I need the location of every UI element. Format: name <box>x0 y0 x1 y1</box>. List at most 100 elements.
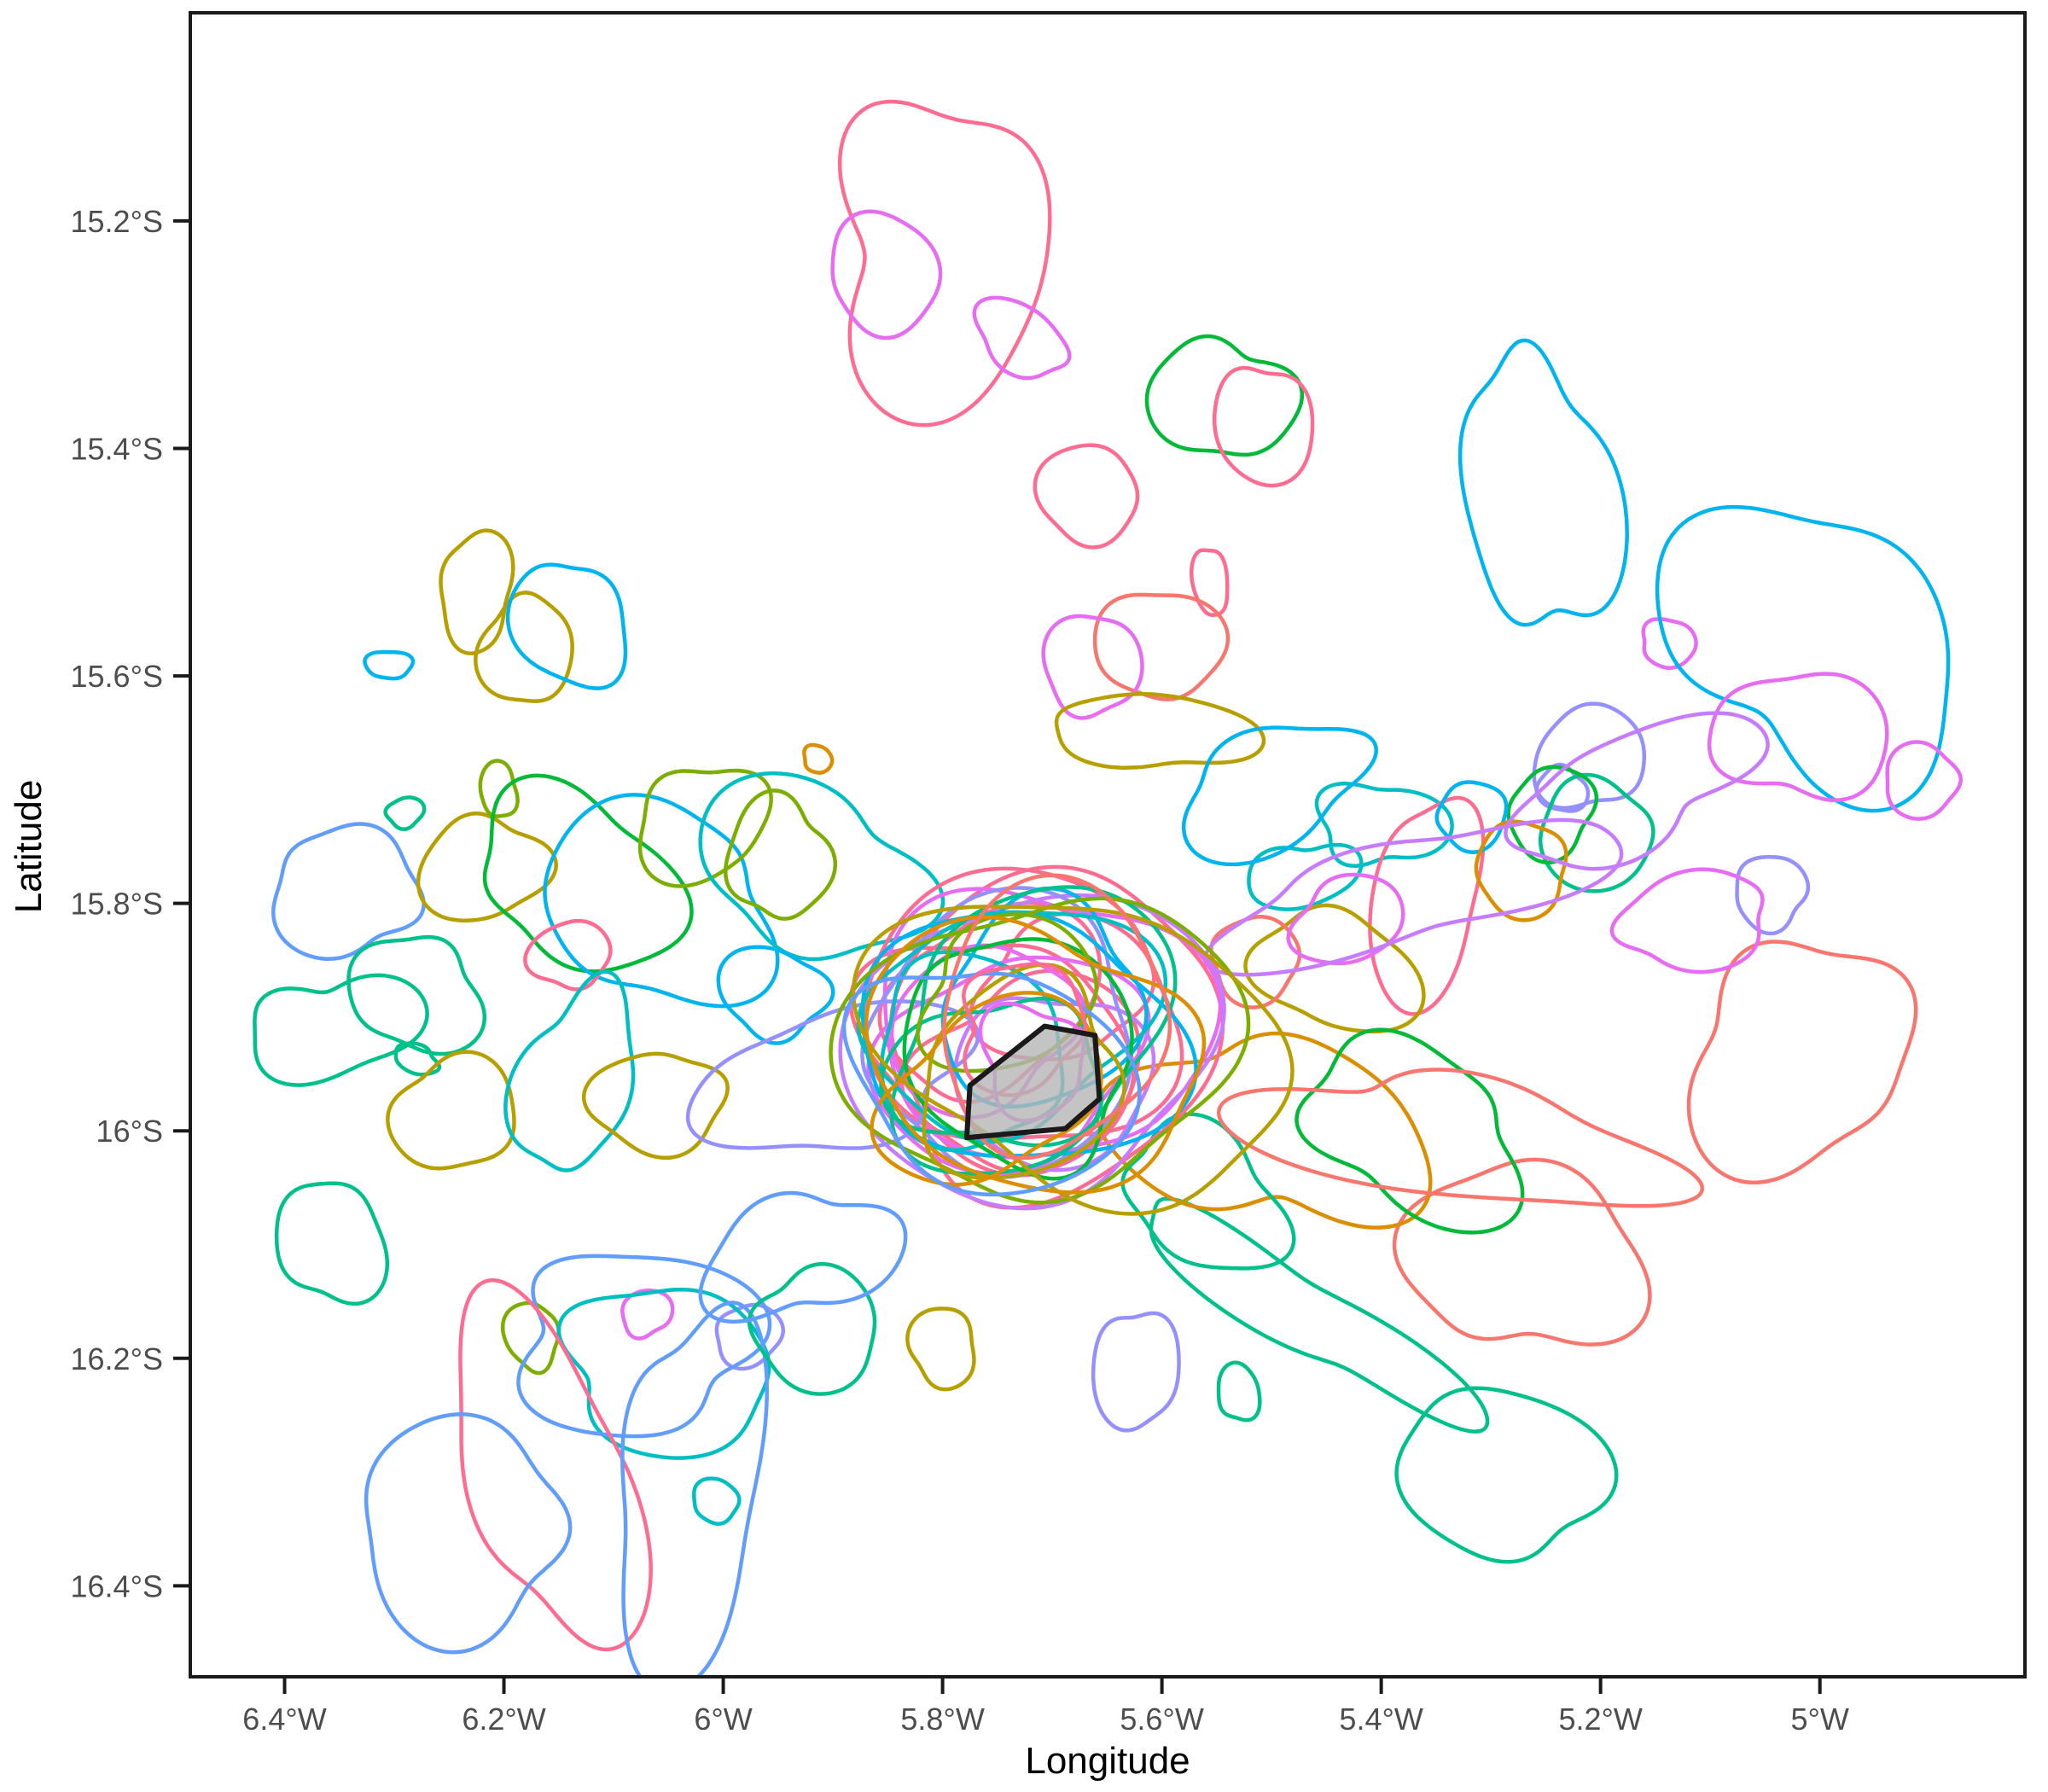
x-tick-label: 5.4°W <box>1339 1702 1423 1737</box>
contour-line-green <box>902 937 1134 1181</box>
contour-line-cyan <box>698 771 945 962</box>
contour-line-olive <box>1054 692 1266 770</box>
contour-line-cyan <box>692 1476 742 1527</box>
contour-line-applegreen <box>500 1300 561 1376</box>
contour-line-pink <box>1189 548 1230 618</box>
contour-line-azure <box>716 945 835 1045</box>
x-tick-label: 5.2°W <box>1558 1702 1642 1737</box>
contour-line-pink <box>837 99 1052 428</box>
contour-line-applegreen <box>478 759 520 818</box>
x-axis-title: Longitude <box>1025 1740 1190 1782</box>
plot-panel <box>189 11 2027 1679</box>
contour-line-cyan <box>1314 782 1454 868</box>
contour-line-emerald <box>253 973 429 1087</box>
x-tick-label: 6°W <box>694 1702 752 1737</box>
contour-line-olive <box>474 591 574 703</box>
contour-line-salmon <box>1216 1068 1704 1208</box>
contour-line-lavender <box>1202 817 1624 977</box>
contour-line-pink <box>458 1278 653 1652</box>
contour-line-orange <box>1474 819 1568 922</box>
contour-line-pink <box>1368 795 1486 1016</box>
contour-line-blue <box>364 1412 573 1655</box>
contour-line-green <box>1144 334 1305 457</box>
y-tick-label: 15.2°S <box>71 204 163 239</box>
contour-line-violet <box>830 209 943 340</box>
y-tick-label: 16.4°S <box>71 1568 163 1603</box>
y-tick-label: 15.8°S <box>71 887 163 922</box>
contour-line-emerald <box>1394 1386 1619 1564</box>
y-tick-label: 16°S <box>96 1114 163 1149</box>
y-tick-label: 15.6°S <box>71 659 163 694</box>
contour-line-green <box>1506 765 1599 865</box>
contour-line-orange <box>870 991 1103 1187</box>
x-tick-label: 6.4°W <box>242 1702 326 1737</box>
contour-line-applegreen <box>724 788 838 921</box>
contour-line-pink <box>1212 365 1315 488</box>
x-tick-label: 5.6°W <box>1120 1702 1203 1737</box>
contour-line-lavender <box>952 996 1156 1172</box>
contour-line-violet <box>972 295 1072 381</box>
contour-line-cyan <box>879 950 1065 1152</box>
contour-line-emerald <box>879 996 1104 1148</box>
contour-line-orange <box>802 742 835 775</box>
contour-line-emerald <box>1216 1360 1262 1423</box>
contour-line-blue <box>841 971 1142 1197</box>
contour-line-periwinkle <box>1735 854 1811 936</box>
contour-line-emerald <box>274 1181 390 1306</box>
contour-line-cyan <box>503 969 636 1172</box>
contour-line-pink <box>523 918 613 992</box>
contour-line-olive <box>416 812 558 923</box>
contour-line-azure <box>1655 504 1951 813</box>
contour-layer <box>253 99 1963 1677</box>
contour-line-applegreen <box>829 896 1251 1205</box>
contour-line-emerald <box>1538 772 1655 893</box>
contour-line-blue <box>698 1190 908 1324</box>
contour-line-emerald <box>383 795 427 831</box>
y-axis-ticks: 15.2°S 15.4°S 15.6°S 15.8°S 16°S 16.2°S 16.4°S <box>71 204 190 1603</box>
contour-line-cyan <box>1247 842 1364 911</box>
contour-line-blue <box>516 1254 772 1439</box>
contour-line-azure <box>1457 338 1629 627</box>
contour-line-salmon <box>1092 592 1231 701</box>
y-tick-label: 15.4°S <box>71 431 163 466</box>
contour-line-salmon <box>942 873 1172 1161</box>
contour-line-violet <box>866 955 1151 1176</box>
contour-line-green <box>1295 1027 1525 1235</box>
contour-line-periwinkle <box>1532 701 1647 811</box>
contour-line-azure <box>1181 725 1378 867</box>
island-layer <box>963 1023 1103 1141</box>
contour-line-cyan <box>556 1287 771 1460</box>
contour-line-violet <box>1885 740 1963 821</box>
contour-line-violet <box>1641 617 1698 670</box>
contour-line-violet <box>1286 872 1405 966</box>
contour-line-olive <box>386 1050 516 1171</box>
contour-line-azure <box>505 562 628 690</box>
contour-line-green <box>482 773 694 974</box>
contour-line-violet <box>1041 614 1144 720</box>
contour-line-violet <box>1707 672 1889 802</box>
island-polygon <box>963 1023 1103 1141</box>
contour-line-olive <box>905 1306 976 1392</box>
contour-line-salmon <box>1392 1157 1652 1347</box>
y-tick-label: 16.2°S <box>71 1341 163 1376</box>
contour-line-azure <box>363 649 416 681</box>
y-axis-title: Latitude <box>8 780 49 914</box>
x-tick-label: 5.8°W <box>900 1702 984 1737</box>
contour-line-azure <box>860 911 1198 1158</box>
contour-line-orange <box>864 915 1207 1195</box>
contour-line-applegreen <box>637 768 773 888</box>
x-tick-label: 6.2°W <box>462 1702 545 1737</box>
contour-line-lavender <box>1504 711 1770 871</box>
x-tick-label: 5°W <box>1790 1702 1848 1737</box>
contour-line-emerald <box>1120 1112 1296 1271</box>
contour-line-pink <box>888 864 1225 1210</box>
contour-line-salmon <box>1686 940 1918 1185</box>
contour-line-azure <box>1434 780 1509 855</box>
x-axis-ticks: 6.4°W 6.2°W 6°W 5.8°W 5.6°W 5.4°W 5.2°W 5°W <box>242 1677 1849 1737</box>
contour-line-violet <box>1609 867 1765 975</box>
contour-line-periwinkle <box>1091 1311 1181 1433</box>
contour-line-olive <box>922 963 1126 1180</box>
contour-line-olive <box>439 528 515 655</box>
